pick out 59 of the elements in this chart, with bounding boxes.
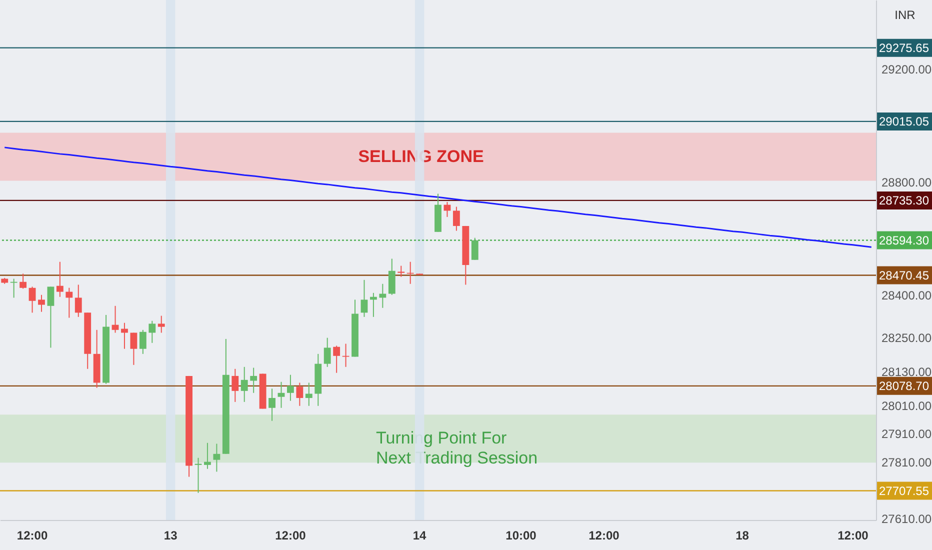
y-tick-label: 28130.00 bbox=[882, 364, 932, 379]
y-tick-label: 29200.00 bbox=[882, 62, 932, 77]
candlestick bbox=[287, 374, 294, 402]
candlestick bbox=[204, 442, 211, 470]
candlestick bbox=[213, 443, 220, 472]
y-tick-label: 27610.00 bbox=[882, 512, 932, 526]
candlestick bbox=[38, 294, 45, 312]
x-tick-label: 10:00 bbox=[506, 528, 537, 542]
candlestick bbox=[452, 206, 460, 232]
candlestick bbox=[112, 305, 119, 334]
y-tick-label: 27910.00 bbox=[882, 427, 932, 442]
candlestick bbox=[278, 381, 285, 408]
candlestick bbox=[333, 345, 340, 374]
candlestick bbox=[148, 320, 156, 344]
y-tick-label: 28250.00 bbox=[882, 331, 932, 346]
x-tick-label: 12:00 bbox=[838, 528, 869, 542]
x-tick-label: 12:00 bbox=[275, 528, 306, 542]
y-tick-label: 28010.00 bbox=[882, 398, 932, 413]
candlestick bbox=[370, 292, 377, 318]
text: INR bbox=[894, 8, 916, 22]
candlestick bbox=[56, 261, 64, 298]
y-tick-label: 28800.00 bbox=[882, 176, 932, 190]
x-tick-label: 12:00 bbox=[16, 528, 48, 542]
candlestick bbox=[324, 337, 331, 368]
candlestick bbox=[130, 332, 138, 366]
candlestick bbox=[240, 366, 248, 402]
candlestick bbox=[158, 315, 165, 334]
band-label: SELLING ZONE bbox=[358, 146, 484, 166]
candlestick bbox=[250, 367, 258, 394]
x-tick-label: 12:00 bbox=[588, 528, 620, 542]
candlestick bbox=[232, 368, 239, 402]
ref-line-label: 29015.05 bbox=[878, 114, 930, 128]
candlestick bbox=[268, 388, 276, 422]
y-tick-label: 27810.00 bbox=[882, 455, 932, 470]
x-tick-label: 14 bbox=[412, 528, 427, 542]
candlestick bbox=[388, 258, 396, 296]
ref-line-label: 28735.30 bbox=[878, 193, 930, 208]
ref-line-label: 29275.65 bbox=[878, 40, 930, 55]
candlestick bbox=[47, 286, 54, 348]
candlestick bbox=[28, 286, 36, 314]
x-tick-label: 18 bbox=[736, 528, 750, 542]
candlestick bbox=[139, 329, 146, 354]
candlestick bbox=[66, 287, 73, 318]
ref-line-label: 28594.30 bbox=[878, 233, 930, 248]
candlestick bbox=[296, 382, 304, 406]
candlestick bbox=[379, 283, 386, 308]
candlestick bbox=[74, 284, 82, 318]
candlestick bbox=[360, 279, 368, 318]
candlestick bbox=[305, 382, 312, 406]
line-series bbox=[4, 146, 872, 248]
x-tick-label: 13 bbox=[164, 528, 178, 542]
candlestick bbox=[20, 273, 27, 290]
y-tick-label: 28400.00 bbox=[882, 288, 932, 303]
candlestick bbox=[121, 322, 128, 350]
ref-line-label: 28470.45 bbox=[878, 268, 930, 282]
ref-line-label: 28078.70 bbox=[878, 378, 930, 393]
candlestick bbox=[471, 237, 478, 260]
ref-line-label: 27707.55 bbox=[878, 484, 930, 498]
candlestick bbox=[398, 265, 405, 278]
